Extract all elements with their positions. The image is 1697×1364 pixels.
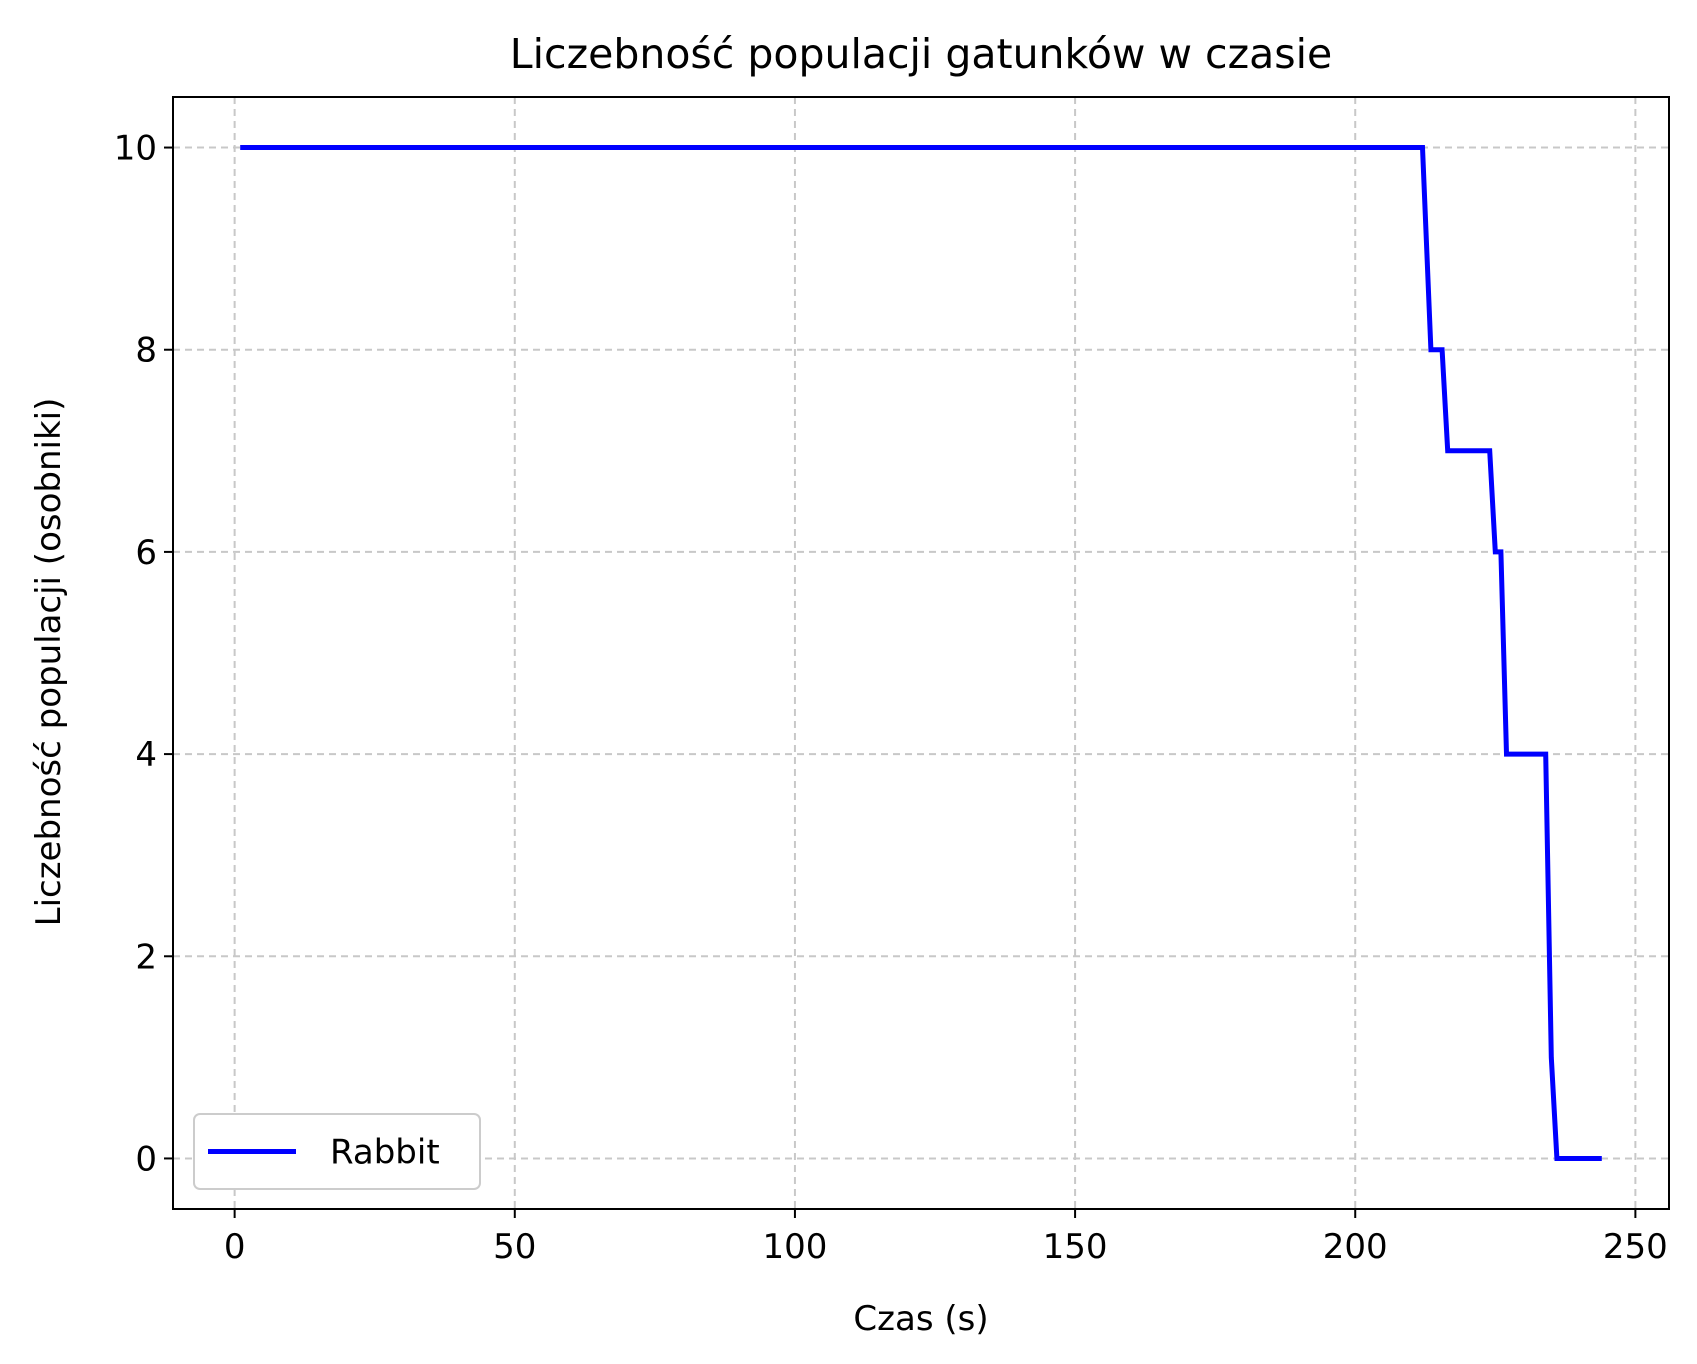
y-tick-label: 2 <box>135 937 157 977</box>
series-layer <box>240 145 1602 1161</box>
x-tick-label: 100 <box>762 1227 827 1267</box>
axis-ticks: 0 50 100 150 200 250 0 2 4 6 8 10 <box>114 129 1668 1267</box>
chart-title: Liczebność populacji gatunków w czasie <box>510 30 1332 78</box>
series-line-rabbit <box>240 145 1602 1161</box>
x-tick-label: 50 <box>493 1227 536 1267</box>
y-tick-label: 0 <box>135 1139 157 1179</box>
x-tick-label: 0 <box>224 1227 246 1267</box>
y-axis-label: Liczebność populacji (osobniki) <box>29 398 69 927</box>
x-axis-label: Czas (s) <box>853 1299 988 1339</box>
x-tick-label: 150 <box>1043 1227 1108 1267</box>
y-tick-label: 6 <box>135 533 157 573</box>
x-tick-label: 250 <box>1603 1227 1668 1267</box>
plot-frame <box>172 96 1670 1210</box>
plot-area <box>173 97 1669 1209</box>
x-tick-label: 200 <box>1323 1227 1388 1267</box>
legend-label: Rabbit <box>330 1133 440 1173</box>
legend-box <box>193 1113 481 1190</box>
y-tick-label: 10 <box>114 129 157 169</box>
y-tick-label: 8 <box>135 331 157 371</box>
legend: Rabbit <box>193 1113 481 1190</box>
y-tick-label: 4 <box>135 735 157 775</box>
